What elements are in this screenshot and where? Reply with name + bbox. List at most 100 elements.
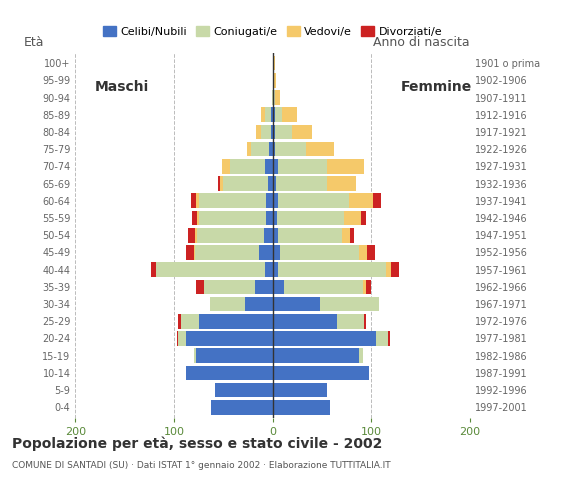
Bar (273, 297, 320, 312)
Bar (194, 348, 195, 363)
Text: Età: Età (24, 36, 45, 49)
Bar (151, 262, 156, 277)
Bar (269, 142, 273, 156)
Bar (282, 108, 298, 122)
Bar (284, 279, 363, 294)
Bar (261, 108, 264, 122)
Bar (195, 279, 204, 294)
Bar (195, 193, 198, 208)
Bar (281, 245, 360, 260)
Bar (177, 331, 178, 346)
Bar (388, 331, 390, 346)
Bar (273, 314, 337, 328)
Bar (191, 193, 195, 208)
Bar (273, 228, 278, 242)
Bar (230, 159, 264, 174)
Bar (256, 125, 261, 139)
Bar (274, 108, 282, 122)
Bar (266, 211, 273, 225)
Bar (273, 125, 274, 139)
Bar (273, 366, 369, 380)
Bar (367, 245, 375, 260)
Bar (273, 159, 278, 174)
Bar (195, 228, 197, 242)
Bar (198, 193, 266, 208)
Bar (195, 245, 259, 260)
Bar (220, 176, 223, 191)
Bar (273, 90, 274, 105)
Bar (273, 279, 284, 294)
Bar (360, 245, 367, 260)
Bar (197, 228, 264, 242)
Bar (349, 193, 373, 208)
Bar (273, 73, 275, 88)
Bar (198, 211, 266, 225)
Bar (264, 262, 273, 277)
Bar (278, 228, 342, 242)
Bar (192, 211, 197, 225)
Bar (178, 314, 181, 328)
Bar (211, 297, 245, 312)
Bar (273, 400, 330, 415)
Bar (274, 90, 280, 105)
Bar (181, 314, 198, 328)
Bar (273, 211, 277, 225)
Bar (278, 262, 386, 277)
Bar (364, 314, 367, 328)
Bar (259, 245, 273, 260)
Bar (274, 125, 292, 139)
Bar (268, 176, 273, 191)
Bar (360, 348, 363, 363)
Bar (222, 159, 230, 174)
Bar (186, 245, 194, 260)
Bar (376, 331, 388, 346)
Bar (292, 125, 312, 139)
Bar (273, 56, 274, 71)
Bar (273, 108, 274, 122)
Bar (367, 279, 371, 294)
Bar (264, 228, 273, 242)
Bar (186, 366, 273, 380)
Bar (273, 176, 275, 191)
Legend: Celibi/Nubili, Coniugati/e, Vedovi/e, Divorziati/e: Celibi/Nubili, Coniugati/e, Vedovi/e, Di… (98, 22, 447, 41)
Bar (273, 348, 360, 363)
Bar (363, 279, 367, 294)
Bar (342, 228, 350, 242)
Bar (327, 176, 356, 191)
Bar (198, 314, 273, 328)
Bar (188, 228, 195, 242)
Bar (343, 211, 361, 225)
Bar (204, 279, 255, 294)
Bar (156, 262, 264, 277)
Bar (273, 142, 274, 156)
Bar (195, 348, 273, 363)
Bar (261, 125, 271, 139)
Bar (273, 383, 327, 397)
Bar (278, 159, 327, 174)
Bar (264, 108, 271, 122)
Bar (386, 262, 391, 277)
Bar (327, 159, 364, 174)
Text: Femmine: Femmine (401, 80, 472, 95)
Bar (218, 176, 220, 191)
Bar (271, 108, 273, 122)
Text: Popolazione per età, sesso e stato civile - 2002: Popolazione per età, sesso e stato civil… (12, 437, 382, 451)
Bar (320, 297, 379, 312)
Bar (350, 228, 354, 242)
Bar (247, 142, 251, 156)
Bar (274, 142, 306, 156)
Bar (278, 193, 349, 208)
Bar (245, 297, 273, 312)
Bar (251, 142, 269, 156)
Bar (273, 193, 278, 208)
Bar (212, 400, 273, 415)
Bar (215, 383, 273, 397)
Bar (273, 262, 278, 277)
Bar (271, 90, 273, 105)
Bar (178, 331, 186, 346)
Bar (271, 125, 273, 139)
Bar (337, 314, 364, 328)
Bar (273, 331, 376, 346)
Bar (255, 279, 273, 294)
Text: Anno di nascita: Anno di nascita (373, 36, 470, 49)
